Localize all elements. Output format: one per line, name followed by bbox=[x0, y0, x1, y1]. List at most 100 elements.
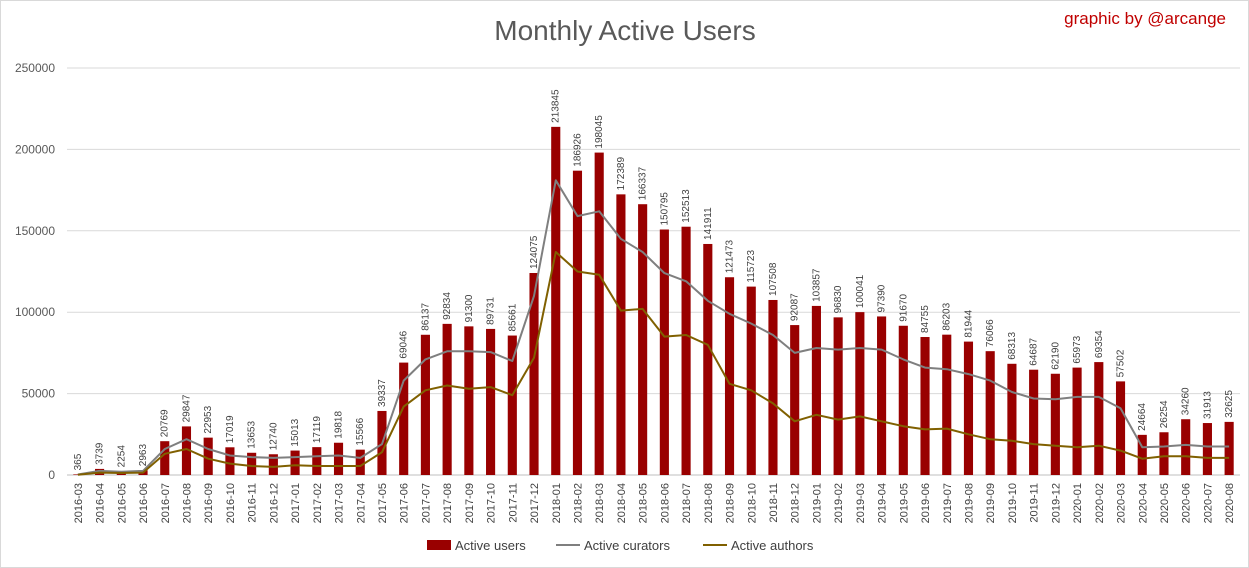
bar bbox=[877, 316, 887, 475]
bar bbox=[572, 170, 583, 475]
x-tick-label: 2016-08 bbox=[181, 483, 193, 523]
x-tick-label: 2016-07 bbox=[160, 483, 172, 523]
bar bbox=[507, 335, 517, 475]
bar bbox=[1137, 434, 1147, 475]
x-tick-label: 2018-10 bbox=[746, 483, 758, 523]
bar bbox=[942, 334, 952, 475]
x-tick-label: 2019-08 bbox=[963, 483, 975, 523]
x-tick-label: 2019-01 bbox=[811, 483, 823, 523]
x-tick-label: 2020-01 bbox=[1072, 483, 1084, 523]
data-label: 92087 bbox=[790, 293, 801, 321]
chart-credit: graphic by @arcange bbox=[1064, 9, 1226, 28]
data-label: 186926 bbox=[572, 133, 583, 167]
x-tick-label: 2017-12 bbox=[529, 483, 541, 523]
data-label: 24664 bbox=[1137, 403, 1148, 431]
data-label: 19818 bbox=[334, 410, 345, 438]
bar bbox=[703, 243, 713, 475]
x-tick-label: 2017-03 bbox=[334, 483, 346, 523]
x-tick-label: 2018-01 bbox=[551, 483, 563, 523]
bar bbox=[594, 152, 604, 475]
bar bbox=[420, 334, 430, 475]
bar bbox=[985, 351, 995, 475]
x-tick-label: 2019-12 bbox=[1050, 483, 1062, 523]
data-label: 365 bbox=[73, 453, 84, 470]
data-label: 69354 bbox=[1094, 330, 1105, 358]
data-label: 68313 bbox=[1007, 332, 1018, 360]
data-label: 34260 bbox=[1181, 387, 1192, 415]
y-axis: 0 50000 100000 150000 200000 250000 bbox=[15, 61, 55, 482]
data-label: 62190 bbox=[1050, 342, 1061, 370]
legend-label: Active users bbox=[455, 538, 526, 553]
data-label: 166337 bbox=[638, 166, 649, 200]
data-label: 22953 bbox=[203, 405, 214, 433]
data-label: 15013 bbox=[290, 418, 301, 446]
bar bbox=[225, 447, 235, 475]
x-axis: 2016-03 2016-04 2016-05 2016-06 2016-07 2016-… bbox=[73, 483, 1236, 523]
x-tick-label: 2018-04 bbox=[616, 483, 628, 523]
x-tick-label: 2018-02 bbox=[572, 483, 584, 523]
data-label: 32625 bbox=[1224, 390, 1235, 418]
x-tick-label: 2019-10 bbox=[1007, 483, 1019, 523]
data-label: 3739 bbox=[95, 442, 106, 465]
bar bbox=[1094, 362, 1104, 475]
y-tick-label: 50000 bbox=[22, 387, 56, 401]
data-label: 12740 bbox=[268, 422, 279, 450]
data-label: 2254 bbox=[116, 445, 127, 468]
bar bbox=[442, 323, 452, 475]
x-tick-label: 2018-11 bbox=[768, 483, 780, 523]
bar bbox=[1202, 423, 1212, 475]
x-tick-label: 2017-01 bbox=[290, 483, 302, 523]
bar bbox=[333, 442, 344, 475]
bar bbox=[681, 226, 691, 475]
x-tick-label: 2017-10 bbox=[486, 483, 498, 523]
x-tick-label: 2020-04 bbox=[1137, 483, 1149, 523]
data-label: 69046 bbox=[399, 330, 410, 358]
bar bbox=[312, 447, 322, 475]
data-label: 97390 bbox=[877, 284, 888, 312]
x-tick-label: 2018-03 bbox=[594, 483, 606, 523]
bar bbox=[920, 337, 930, 475]
data-label: 20769 bbox=[160, 409, 171, 437]
bar bbox=[1224, 421, 1234, 475]
data-label: 96830 bbox=[833, 285, 844, 313]
data-label: 29847 bbox=[181, 394, 192, 422]
bar bbox=[73, 474, 83, 475]
y-tick-label: 200000 bbox=[15, 142, 55, 156]
x-tick-label: 2019-04 bbox=[877, 483, 889, 523]
y-tick-label: 0 bbox=[48, 468, 55, 482]
bar bbox=[898, 325, 908, 475]
data-label: 91670 bbox=[898, 294, 909, 322]
legend-label: Active authors bbox=[731, 538, 814, 553]
x-tick-label: 2017-11 bbox=[507, 483, 519, 523]
x-tick-label: 2018-08 bbox=[703, 483, 715, 523]
x-tick-label: 2019-09 bbox=[985, 483, 997, 523]
x-tick-label: 2016-11 bbox=[247, 483, 259, 523]
x-tick-label: 2020-07 bbox=[1202, 483, 1214, 523]
data-label: 124075 bbox=[529, 235, 540, 269]
data-label: 92834 bbox=[442, 292, 453, 320]
data-label: 39337 bbox=[377, 379, 388, 407]
bar bbox=[486, 328, 496, 475]
data-label: 121473 bbox=[725, 239, 736, 273]
active-authors-line bbox=[77, 251, 1230, 476]
line-series bbox=[77, 179, 1230, 476]
x-tick-label: 2018-05 bbox=[638, 483, 650, 523]
data-label: 84755 bbox=[920, 305, 931, 333]
bar bbox=[181, 426, 192, 475]
data-label: 213845 bbox=[551, 89, 562, 123]
x-tick-label: 2020-08 bbox=[1224, 483, 1236, 523]
chart-title: Monthly Active Users bbox=[494, 15, 755, 46]
x-tick-label: 2019-02 bbox=[833, 483, 845, 523]
bar bbox=[1050, 373, 1060, 475]
bar bbox=[790, 325, 800, 475]
x-tick-label: 2016-12 bbox=[268, 483, 280, 523]
x-tick-label: 2020-06 bbox=[1181, 483, 1193, 523]
x-tick-label: 2020-03 bbox=[1116, 483, 1128, 523]
data-label: 31913 bbox=[1202, 391, 1213, 419]
x-tick-label: 2018-09 bbox=[725, 483, 737, 523]
bar bbox=[551, 126, 561, 475]
data-label: 76066 bbox=[985, 319, 996, 347]
x-tick-label: 2016-04 bbox=[95, 483, 107, 523]
bar bbox=[616, 194, 626, 475]
